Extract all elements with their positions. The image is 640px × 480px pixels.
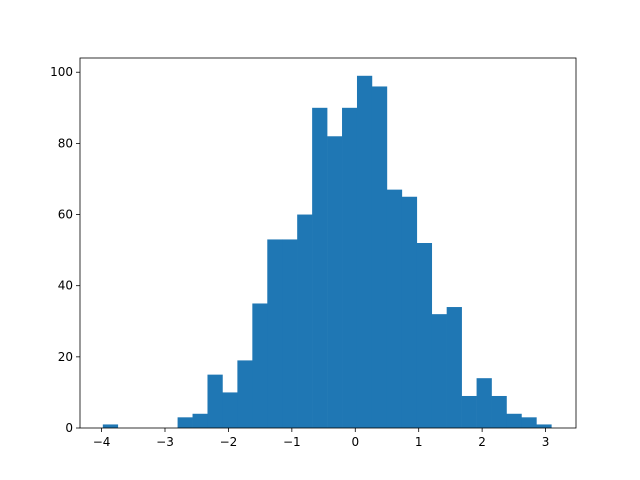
x-axis: −4 −3 −2 −1 0 1 2 3 — [93, 428, 550, 449]
x-tick-label: 3 — [542, 435, 550, 449]
histogram-bar — [297, 214, 313, 428]
histogram-bar — [446, 307, 462, 428]
histogram-bar — [536, 424, 552, 428]
histogram-bar — [356, 75, 373, 429]
y-tick-label: 100 — [50, 65, 73, 79]
x-tick-label: −4 — [93, 435, 111, 449]
histogram-bar — [177, 417, 193, 428]
histogram-bar — [267, 239, 283, 428]
histogram-bar — [431, 314, 447, 428]
y-tick-label: 0 — [65, 421, 73, 435]
x-tick-label: 2 — [478, 435, 486, 449]
histogram-bar — [521, 417, 537, 428]
histogram-bar — [282, 239, 298, 428]
x-tick-label: 1 — [415, 435, 423, 449]
histogram-bar — [192, 413, 208, 428]
y-tick-label: 20 — [58, 350, 73, 364]
x-tick-label: −2 — [220, 435, 238, 449]
histogram-bar — [222, 392, 238, 428]
histogram-bar — [461, 395, 477, 428]
y-tick-label: 60 — [58, 208, 73, 222]
y-tick-label: 80 — [58, 136, 73, 150]
histogram-bar — [327, 136, 343, 428]
histogram-bar — [491, 395, 507, 428]
histogram-bar — [252, 303, 268, 428]
x-tick-label: −3 — [156, 435, 174, 449]
histogram-bar — [416, 243, 433, 428]
axes-frame — [79, 57, 577, 429]
histogram-bar — [102, 424, 119, 428]
histogram-bar — [207, 374, 223, 428]
histogram-bar — [386, 189, 403, 428]
histogram-bar — [476, 378, 492, 428]
histogram-bar — [371, 86, 388, 428]
y-tick-label: 40 — [58, 279, 73, 293]
bars — [102, 75, 552, 429]
y-axis: 0 20 40 60 80 100 — [50, 65, 80, 435]
histogram-bar — [506, 413, 522, 428]
histogram-bar — [342, 107, 358, 429]
histogram-bar — [237, 360, 253, 428]
histogram-bar — [312, 107, 328, 429]
histogram-bar — [401, 196, 418, 428]
x-tick-label: −1 — [283, 435, 301, 449]
x-tick-label: 0 — [351, 435, 359, 449]
